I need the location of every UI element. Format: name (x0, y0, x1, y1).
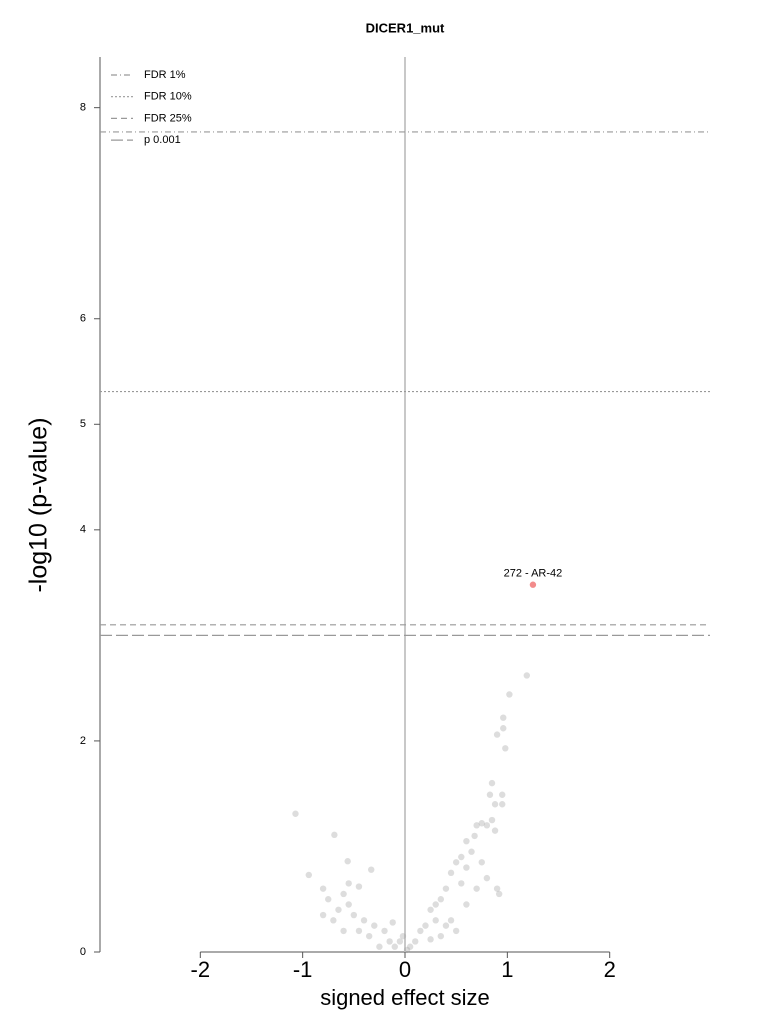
point (422, 922, 429, 929)
point (345, 880, 352, 887)
point (493, 731, 501, 738)
point (330, 917, 337, 924)
x-axis-label: signed effect size (320, 985, 490, 1010)
point (493, 885, 501, 892)
point (344, 858, 351, 865)
point (355, 927, 363, 935)
y-tick-label: 0 (80, 946, 86, 958)
x-tick-label: 1 (501, 957, 513, 982)
point (483, 822, 491, 829)
y-tick-label: 8 (80, 102, 86, 114)
point (500, 725, 507, 732)
point (488, 816, 496, 824)
point (399, 932, 407, 940)
point (403, 946, 411, 954)
chart-title: DICER1_mut (366, 20, 445, 35)
point (319, 911, 327, 919)
point (427, 936, 434, 943)
point (292, 810, 299, 817)
point (478, 820, 485, 827)
x-tick-label: -2 (191, 957, 211, 982)
point (417, 927, 424, 935)
point (499, 791, 506, 798)
point (442, 922, 450, 929)
point (483, 874, 491, 882)
point (463, 837, 470, 845)
point (325, 896, 332, 903)
y-tick-label: 2 (80, 735, 86, 747)
point (381, 927, 388, 935)
legend-label: FDR 1% (144, 69, 186, 81)
point (468, 848, 475, 855)
point (486, 791, 494, 798)
x-tick-label: 2 (604, 957, 616, 982)
point (523, 672, 530, 679)
point (331, 831, 338, 839)
point (386, 938, 393, 945)
point (427, 906, 434, 913)
point (437, 896, 445, 903)
point-label: 272 - AR-42 (504, 568, 563, 580)
point (473, 822, 480, 829)
point (495, 890, 503, 898)
legend-label: p 0.001 (144, 134, 181, 146)
point (396, 938, 404, 945)
point (406, 943, 414, 950)
point (447, 869, 455, 877)
point (368, 866, 375, 873)
point (371, 922, 378, 929)
point (463, 864, 470, 871)
point (365, 932, 373, 940)
point (442, 885, 450, 892)
point (471, 832, 478, 840)
point (391, 943, 398, 950)
point (452, 859, 460, 866)
point (350, 911, 358, 919)
point (355, 883, 363, 890)
point (432, 901, 439, 908)
point (473, 885, 480, 892)
point (432, 917, 439, 924)
point (463, 901, 470, 908)
y-tick-label: 4 (80, 524, 86, 536)
point (458, 853, 465, 861)
x-tick-label: -1 (293, 957, 313, 982)
y-axis-label: -log10 (p-value) (25, 417, 53, 592)
y-tick-label: 5 (80, 418, 86, 430)
point (437, 932, 445, 940)
point (491, 827, 499, 834)
point (499, 801, 506, 808)
point (500, 714, 507, 721)
point (335, 906, 342, 913)
point (360, 917, 368, 924)
legend-label: FDR 25% (144, 112, 192, 124)
point (319, 885, 327, 892)
point (488, 779, 496, 787)
point (345, 901, 352, 908)
legend-label: FDR 10% (144, 91, 192, 103)
point (340, 927, 347, 935)
point (529, 581, 537, 588)
x-tick-label: 0 (399, 957, 411, 982)
point (458, 880, 465, 887)
point (412, 938, 419, 945)
point (478, 859, 485, 866)
point (491, 801, 499, 808)
y-tick-label: 6 (80, 313, 86, 325)
point (340, 890, 347, 898)
point (502, 745, 509, 752)
point (506, 691, 513, 698)
point (389, 919, 396, 926)
point (452, 927, 460, 935)
point (447, 917, 455, 924)
point (376, 943, 383, 950)
point (305, 871, 312, 879)
